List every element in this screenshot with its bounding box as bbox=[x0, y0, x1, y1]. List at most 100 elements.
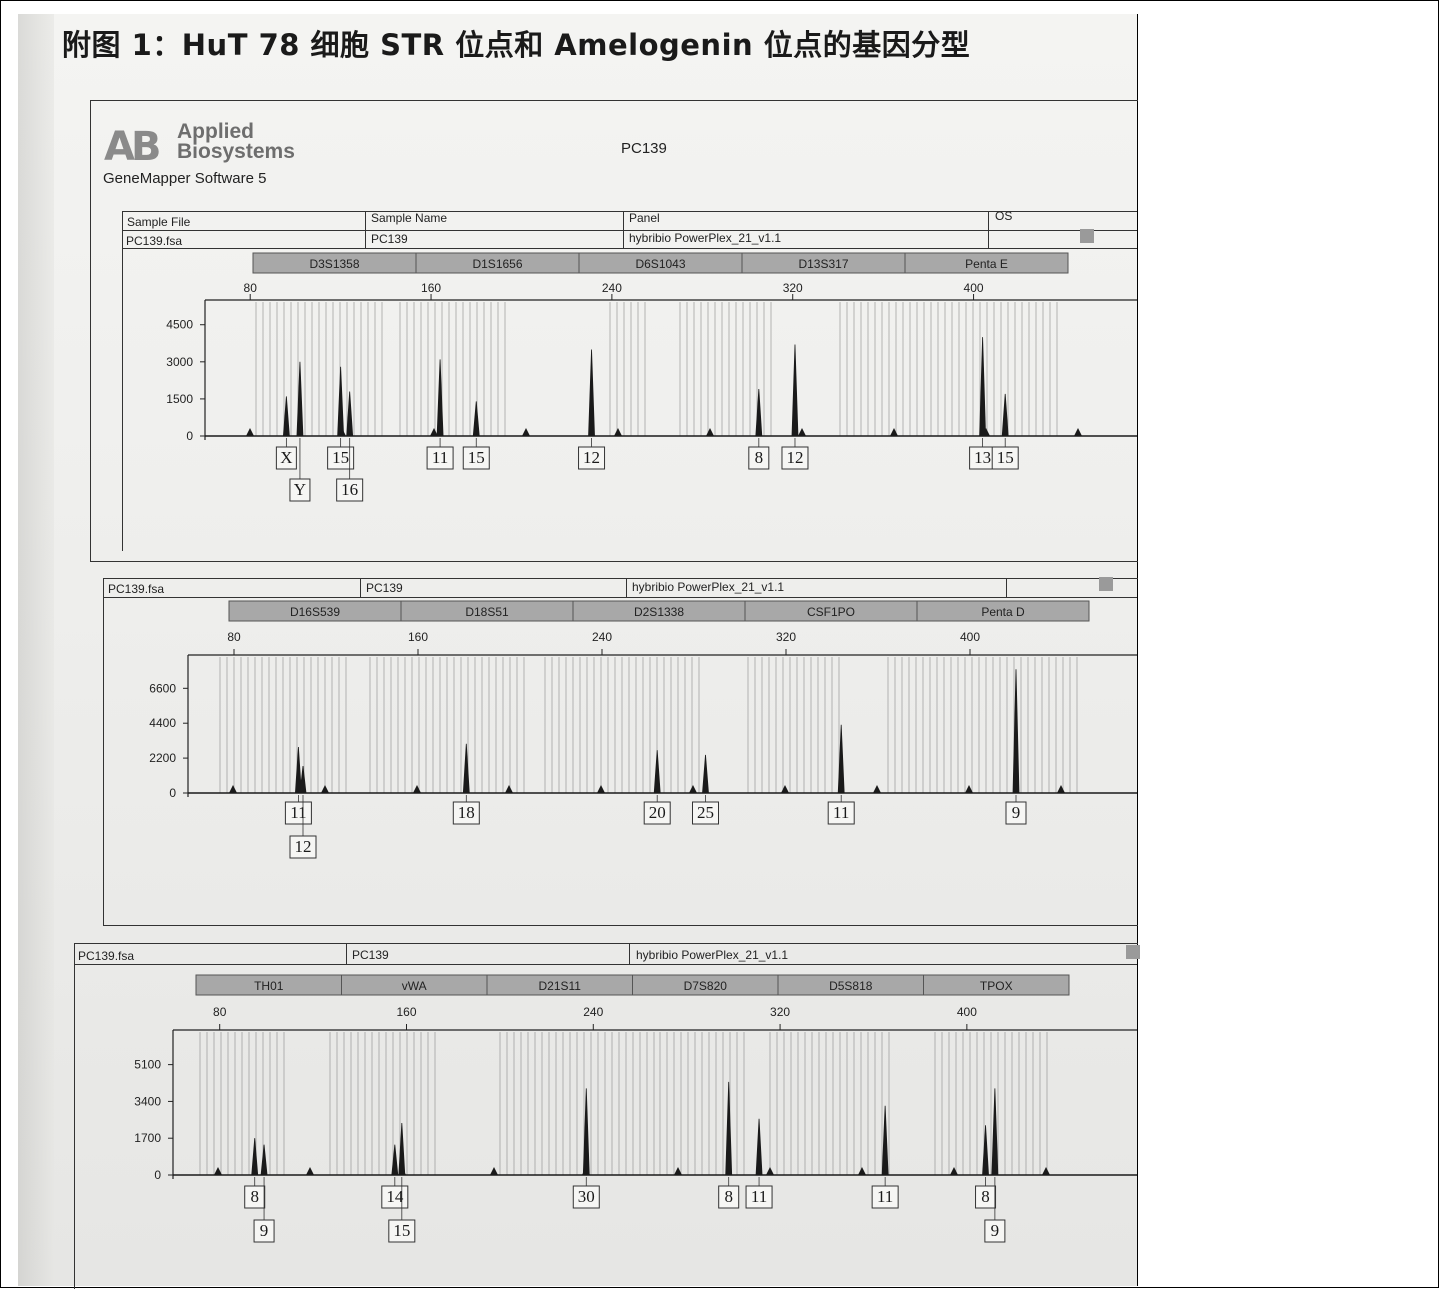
sample-name-value: PC139 bbox=[366, 581, 403, 595]
size-standard-bump bbox=[214, 1167, 222, 1175]
allele-call-label: 15 bbox=[332, 448, 349, 467]
sample-name-value: PC139 bbox=[371, 232, 408, 246]
size-standard-bump bbox=[306, 1167, 314, 1175]
header-col-sep bbox=[1006, 578, 1007, 597]
marker-label: D7S820 bbox=[684, 979, 728, 993]
allele-call-label: 11 bbox=[877, 1187, 893, 1206]
header-rule-bottom bbox=[122, 248, 1137, 249]
scroll-thumb[interactable] bbox=[1080, 229, 1094, 243]
allele-call-box bbox=[578, 446, 606, 470]
allele-peak bbox=[755, 1118, 763, 1176]
allele-peak bbox=[588, 349, 595, 437]
allele-peak bbox=[1012, 669, 1020, 794]
size-standard-bump bbox=[246, 428, 254, 436]
allele-call-box bbox=[781, 446, 809, 470]
allele-peak bbox=[755, 388, 763, 437]
size-standard-bump bbox=[706, 428, 714, 436]
allele-peak bbox=[337, 366, 345, 437]
x-tick-label: 160 bbox=[408, 630, 428, 644]
x-tick-label: 240 bbox=[583, 1005, 603, 1019]
x-tick-label: 80 bbox=[227, 630, 241, 644]
allele-peak bbox=[791, 344, 799, 437]
allele-peak bbox=[979, 337, 987, 437]
allele-peak bbox=[260, 1144, 268, 1176]
allele-call-label: 15 bbox=[468, 448, 485, 467]
marker-label: D6S1043 bbox=[635, 257, 685, 271]
allele-peak bbox=[837, 724, 845, 794]
panel-value: hybribio PowerPlex_21_v1.1 bbox=[632, 580, 785, 594]
marker-label: D3S1358 bbox=[309, 257, 359, 271]
header-col-sep bbox=[360, 578, 361, 597]
os-label: OS bbox=[995, 209, 1013, 223]
allele-call-box bbox=[289, 478, 311, 502]
allele-call-box bbox=[336, 478, 364, 502]
size-standard-bump bbox=[766, 1167, 774, 1175]
allele-call-label: 13 bbox=[974, 448, 991, 467]
size-standard-bump bbox=[950, 1167, 958, 1175]
allele-peak bbox=[472, 401, 480, 437]
y-tick-label: 1700 bbox=[134, 1131, 161, 1145]
allele-call-label: 18 bbox=[458, 803, 475, 822]
size-standard-bump bbox=[413, 785, 421, 793]
allele-call-box bbox=[388, 1219, 416, 1243]
header-rule bbox=[74, 964, 1137, 965]
allele-call-label: 11 bbox=[290, 803, 306, 822]
panel-value: hybribio PowerPlex_21_v1.1 bbox=[629, 231, 782, 245]
marker-label: D18S51 bbox=[465, 605, 509, 619]
allele-call-box bbox=[462, 446, 490, 470]
allele-call-box bbox=[275, 446, 297, 470]
size-standard-bump bbox=[1057, 785, 1065, 793]
panel-value: hybribio PowerPlex_21_v1.1 bbox=[636, 948, 789, 962]
x-tick-label: 320 bbox=[770, 1005, 790, 1019]
x-tick-label: 320 bbox=[776, 630, 796, 644]
allele-call-label: 30 bbox=[578, 1187, 595, 1206]
allele-peak bbox=[436, 359, 444, 437]
marker-label: D1S1656 bbox=[472, 257, 522, 271]
allele-call-box bbox=[289, 835, 317, 859]
allele-call-box bbox=[452, 801, 480, 825]
allele-peak bbox=[1001, 393, 1009, 437]
header-col-sep bbox=[988, 211, 989, 248]
sample-file-value: PC139.fsa bbox=[108, 582, 165, 596]
allele-call-label: 11 bbox=[751, 1187, 767, 1206]
header-rule-mid bbox=[122, 230, 1137, 231]
allele-call-box bbox=[1005, 801, 1027, 825]
y-tick-label: 4400 bbox=[149, 716, 176, 730]
allele-call-box bbox=[871, 1185, 899, 1209]
allele-call-label: 25 bbox=[697, 803, 714, 822]
allele-peak bbox=[296, 361, 304, 437]
scroll-thumb[interactable] bbox=[1099, 577, 1113, 591]
marker-label: D16S539 bbox=[290, 605, 340, 619]
size-standard-bump bbox=[1074, 428, 1082, 436]
allele-call-label: 9 bbox=[991, 1221, 1000, 1240]
allele-call-box bbox=[244, 1185, 266, 1209]
allele-call-label: X bbox=[280, 448, 292, 467]
size-standard-bump bbox=[674, 1167, 682, 1175]
marker-label: Penta E bbox=[965, 257, 1008, 271]
marker-label: D5S818 bbox=[829, 979, 873, 993]
size-standard-bump bbox=[798, 428, 806, 436]
allele-call-box bbox=[381, 1185, 409, 1209]
allele-call-label: 9 bbox=[1012, 803, 1021, 822]
allele-call-box bbox=[991, 446, 1019, 470]
allele-call-box bbox=[718, 1185, 740, 1209]
software-name: GeneMapper Software 5 bbox=[103, 170, 267, 187]
scroll-thumb[interactable] bbox=[1126, 945, 1140, 959]
y-tick-label: 3000 bbox=[166, 355, 193, 369]
y-tick-label: 4500 bbox=[166, 318, 193, 332]
size-standard-bump bbox=[522, 428, 530, 436]
allele-call-label: 12 bbox=[583, 448, 600, 467]
allele-call-box bbox=[827, 801, 855, 825]
header-col-sep bbox=[122, 211, 123, 551]
x-tick-label: 80 bbox=[213, 1005, 227, 1019]
logo-text-line2: Biosystems bbox=[177, 140, 295, 163]
allele-peak bbox=[725, 1081, 733, 1176]
logo-text-line1: Applied bbox=[177, 120, 254, 143]
allele-call-label: 16 bbox=[341, 480, 358, 499]
applied-biosystems-logo: AB bbox=[104, 124, 161, 170]
page-title: 附图 1：HuT 78 细胞 STR 位点和 Amelogenin 位点的基因分… bbox=[62, 28, 971, 62]
panel-label: Panel bbox=[629, 211, 660, 225]
allele-call-label: 14 bbox=[386, 1187, 404, 1206]
allele-call-box bbox=[975, 1185, 997, 1209]
